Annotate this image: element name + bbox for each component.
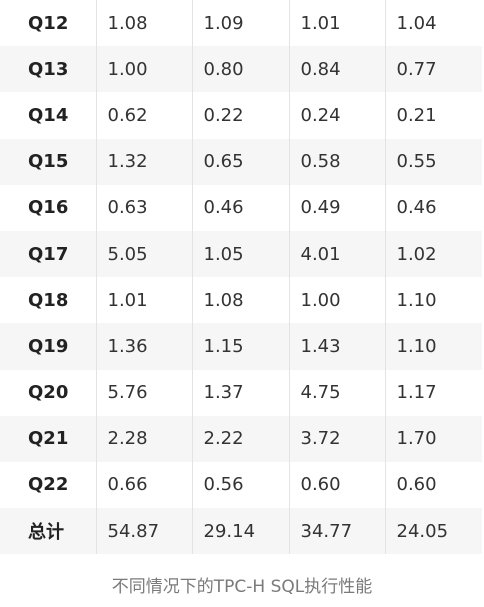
- table-cell: 0.46: [396, 197, 437, 219]
- table-cell: 1.05: [192, 230, 290, 278]
- row-label: Q17: [0, 230, 97, 278]
- table-cell: 4.75: [289, 369, 386, 416]
- table-cell: 5.05: [96, 230, 193, 278]
- table-cell: 1.17: [396, 382, 437, 404]
- table-cell: 0.22: [192, 92, 290, 139]
- row-label: Q16: [0, 184, 97, 231]
- table-cell: 4.01: [289, 230, 386, 278]
- table-row: Q21 2.28 2.22 3.72 1.70: [0, 415, 482, 462]
- table-cell: 1.70: [396, 428, 437, 450]
- table-cell: 1.08: [192, 277, 290, 324]
- table-row: Q18 1.01 1.08 1.00 1.10: [0, 277, 482, 324]
- row-label: 总计: [0, 508, 97, 555]
- table-cell: 1.08: [96, 0, 193, 47]
- row-label: Q21: [0, 415, 97, 462]
- table-cell: 0.58: [289, 138, 386, 185]
- table-cell: 1.36: [96, 323, 193, 370]
- results-table-container: Q12 1.08 1.09 1.01 1.04 Q13 1.00 0.80 0.…: [0, 0, 482, 555]
- row-label: Q18: [0, 277, 97, 324]
- table-cell: 0.24: [289, 92, 386, 139]
- table-row: Q15 1.32 0.65 0.58 0.55: [0, 138, 482, 185]
- row-label: Q15: [0, 138, 97, 185]
- row-label: Q14: [0, 92, 97, 139]
- table-cell: 0.66: [96, 461, 193, 509]
- table-row: Q19 1.36 1.15 1.43 1.10: [0, 323, 482, 370]
- table-cell: 0.46: [192, 184, 290, 231]
- tpch-results-table: Q12 1.08 1.09 1.01 1.04 Q13 1.00 0.80 0.…: [0, 0, 482, 555]
- row-label: Q20: [0, 369, 97, 416]
- table-cell: 1.37: [192, 369, 290, 416]
- table-cell: 3.72: [289, 415, 386, 462]
- table-row: Q17 5.05 1.05 4.01 1.02: [0, 230, 482, 278]
- row-label: Q19: [0, 323, 97, 370]
- table-row: Q14 0.62 0.22 0.24 0.21: [0, 92, 482, 139]
- table-cell: 1.01: [289, 0, 386, 47]
- table-cell: 1.09: [192, 0, 290, 47]
- row-label: Q12: [0, 0, 97, 47]
- table-cell: 54.87: [96, 508, 193, 555]
- table-cell: 24.05: [396, 520, 449, 542]
- table-row: Q20 5.76 1.37 4.75 1.17: [0, 369, 482, 416]
- table-cell: 1.00: [289, 277, 386, 324]
- table-cell: 1.15: [192, 323, 290, 370]
- table-cell: 0.60: [396, 474, 437, 496]
- row-label: Q13: [0, 46, 97, 93]
- table-cell: 1.43: [289, 323, 386, 370]
- table-cell: 0.63: [96, 184, 193, 231]
- table-cell: 0.56: [192, 461, 290, 509]
- table-row: Q22 0.66 0.56 0.60 0.60: [0, 461, 482, 509]
- table-cell: 2.22: [192, 415, 290, 462]
- table-cell: 0.49: [289, 184, 386, 231]
- table-cell: 34.77: [289, 508, 386, 555]
- table-cell: 29.14: [192, 508, 290, 555]
- total-row: 总计 54.87 29.14 34.77 24.05: [0, 508, 482, 555]
- table-row: Q13 1.00 0.80 0.84 0.77: [0, 46, 482, 93]
- table-cell: 5.76: [96, 369, 193, 416]
- table-cell: 0.55: [396, 151, 437, 173]
- table-cell: 0.65: [192, 138, 290, 185]
- table-cell: 1.02: [396, 243, 437, 265]
- table-row: Q16 0.63 0.46 0.49 0.46: [0, 184, 482, 231]
- table-cell: 0.80: [192, 46, 290, 93]
- table-cell: 1.04: [396, 12, 437, 34]
- table-cell: 1.01: [96, 277, 193, 324]
- table-cell: 2.28: [96, 415, 193, 462]
- row-label: Q22: [0, 461, 97, 509]
- table-cell: 1.10: [396, 335, 437, 357]
- table-cell: 0.60: [289, 461, 386, 509]
- table-row: Q12 1.08 1.09 1.01 1.04: [0, 0, 482, 47]
- table-cell: 0.84: [289, 46, 386, 93]
- table-caption: 不同情况下的TPC-H SQL执行性能: [111, 577, 373, 597]
- table-cell: 0.77: [396, 58, 437, 80]
- table-cell: 0.62: [96, 92, 193, 139]
- table-cell: 1.32: [96, 138, 193, 185]
- table-cell: 1.10: [396, 289, 437, 311]
- table-cell: 0.21: [396, 104, 437, 126]
- table-cell: 1.00: [96, 46, 193, 93]
